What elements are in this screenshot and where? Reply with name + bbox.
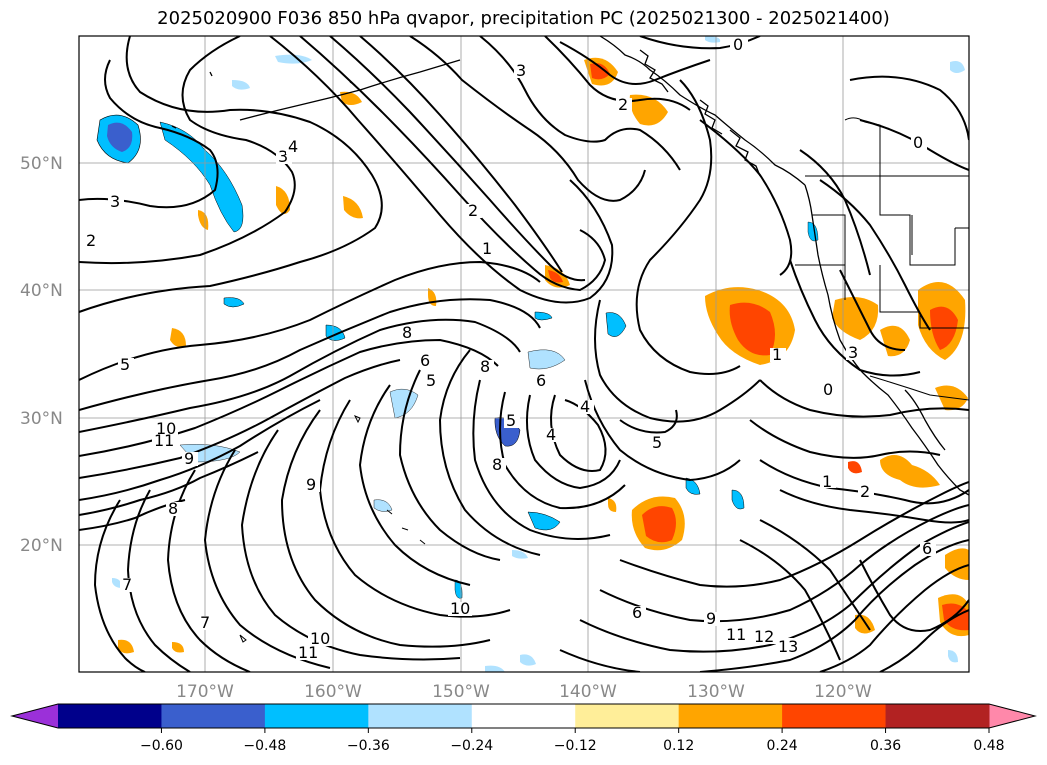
colorbar-segment: [575, 704, 680, 728]
contour-label: 3: [516, 61, 526, 80]
contour-label: 5: [426, 371, 436, 390]
contour-label: 11: [298, 643, 318, 662]
contour-label: 8: [480, 357, 490, 376]
contour-label: 9: [706, 609, 716, 628]
colorbar: −0.60 −0.48 −0.36 −0.24 −0.12 0.12 0.24 0.36 0.4…: [10, 703, 1037, 754]
contour-label: 5: [120, 355, 130, 374]
colorbar-segment: [782, 704, 887, 728]
colorbar-segment: [678, 704, 783, 728]
colorbar-tick-label: −0.24: [450, 738, 493, 754]
colorbar-tick-label: 0.24: [767, 738, 798, 754]
colorbar-segment: [368, 704, 473, 728]
contour-label: 13: [778, 637, 798, 656]
contour-label: 4: [288, 137, 298, 156]
map-content: 0 0 0 1 1 1 2 2 2 2 3 3 3 3: [79, 35, 969, 672]
lon-label: 130°W: [687, 682, 745, 702]
contour-label: 0: [733, 35, 743, 54]
lon-label: 120°W: [814, 682, 872, 702]
colorbar-tick-label: −0.36: [347, 738, 390, 754]
colorbar-segment: [161, 704, 266, 728]
contour-label: 2: [86, 231, 96, 250]
contour-label: 0: [823, 380, 833, 399]
islands: [239, 415, 426, 643]
contour-label: 1: [482, 239, 492, 258]
contour-label: 11: [154, 431, 174, 450]
lon-label: 160°W: [304, 682, 362, 702]
colorbar-tick-label: 0.12: [663, 738, 694, 754]
contour-label: 3: [110, 192, 120, 211]
contour-labels: 0 0 0 1 1 1 2 2 2 2 3 3 3 3: [84, 35, 936, 662]
contour-label: 8: [168, 499, 178, 518]
colorbar-tick-label: −0.60: [140, 738, 183, 754]
lon-labels: 170°W 160°W 150°W 140°W 130°W 120°W: [176, 682, 872, 702]
colorbar-max-extend: [989, 704, 1035, 728]
lat-label: 40°N: [20, 281, 63, 301]
contour-label: 10: [310, 629, 330, 648]
plot-frame: [78, 35, 970, 673]
contour-label: 6: [536, 371, 546, 390]
political-borders: [795, 117, 969, 401]
contour-label: 10: [450, 599, 470, 618]
figure-title: 2025020900 F036 850 hPa qvapor, precipit…: [157, 8, 890, 29]
colorbar-segment: [58, 704, 162, 728]
contour-label: 2: [860, 482, 870, 501]
contour-label: 7: [200, 613, 210, 632]
lon-label: 150°W: [432, 682, 490, 702]
qvapor-contours: [79, 36, 969, 672]
contour-label: 3: [848, 343, 858, 362]
contour-label: 11: [726, 625, 746, 644]
contour-label: 4: [546, 425, 556, 444]
colorbar-tick-label: −0.48: [243, 738, 286, 754]
lat-label: 30°N: [20, 409, 63, 429]
lat-label: 50°N: [20, 154, 63, 174]
contour-label: 3: [278, 147, 288, 166]
contour-label: 4: [580, 397, 590, 416]
contour-label: 6: [420, 351, 430, 370]
colorbar-segment: [471, 704, 576, 728]
lon-label: 170°W: [176, 682, 234, 702]
contour-label: 2: [618, 95, 628, 114]
lat-label: 20°N: [20, 536, 63, 556]
precip-shading: [96, 36, 969, 672]
contour-label: 2: [468, 201, 478, 220]
contour-label: 10: [156, 419, 176, 438]
contour-label: 12: [754, 627, 774, 646]
contour-label: 6: [632, 603, 642, 622]
contour-label: 8: [402, 323, 412, 342]
lat-lon-grid: [79, 36, 969, 672]
colorbar-segment: [264, 704, 369, 728]
contour-label: 9: [184, 449, 194, 468]
contour-label: 1: [772, 345, 782, 364]
lon-label: 140°W: [559, 682, 617, 702]
colorbar-min-extend: [12, 704, 58, 728]
colorbar-segment: [885, 704, 990, 728]
colorbar-ticks: −0.60 −0.48 −0.36 −0.24 −0.12 0.12 0.24 0.36 0.4…: [140, 728, 1005, 754]
contour-label: 6: [922, 539, 932, 558]
colorbar-tick-label: −0.12: [554, 738, 597, 754]
contour-label: 8: [492, 455, 502, 474]
colorbar-tick-label: 0.36: [870, 738, 901, 754]
colorbar-tick-label: 0.48: [973, 738, 1004, 754]
contour-label: 5: [652, 433, 662, 452]
contour-label: 1: [822, 472, 832, 491]
lat-labels: 50°N 40°N 30°N 20°N: [20, 154, 63, 556]
contour-label: 7: [122, 575, 132, 594]
contour-label: 9: [306, 475, 316, 494]
contour-label: 0: [913, 133, 923, 152]
contour-label: 5: [506, 411, 516, 430]
